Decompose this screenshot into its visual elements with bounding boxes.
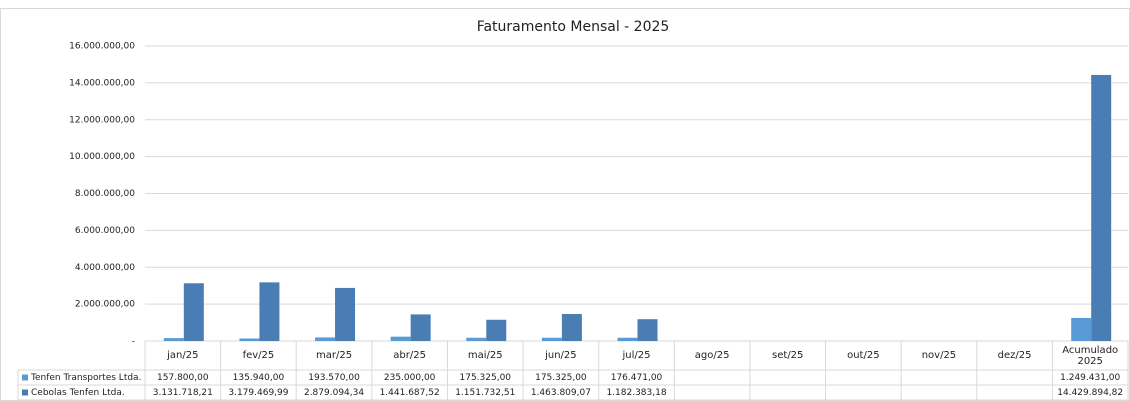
bar	[390, 336, 411, 341]
bar	[617, 337, 638, 341]
x-tick-label: jan/25	[167, 350, 199, 361]
bar	[259, 282, 280, 341]
bar	[466, 337, 487, 341]
y-tick-label: 8.000.000,00	[75, 189, 135, 199]
bar	[315, 337, 336, 341]
bar	[561, 314, 582, 341]
data-table-value: 3.131.718,21	[153, 388, 213, 398]
bar	[335, 287, 356, 341]
bar	[239, 338, 260, 341]
data-table-value: 135.940,00	[233, 373, 285, 383]
bar	[1091, 74, 1112, 341]
data-table-value: 1.182.383,18	[606, 388, 666, 398]
legend-swatch	[22, 374, 28, 381]
legend-label: Tenfen Transportes Ltda.	[30, 373, 141, 383]
y-tick-label: 6.000.000,00	[75, 226, 135, 236]
x-tick-label: ago/25	[694, 350, 730, 361]
y-tick-label: 16.000.000,00	[69, 42, 135, 52]
x-tick-label: set/25	[772, 350, 804, 361]
y-tick-label: 14.000.000,00	[69, 78, 135, 88]
x-tick-label: mar/25	[315, 350, 353, 361]
y-tick-label: 2.000.000,00	[75, 300, 135, 310]
y-tick-label: 4.000.000,00	[75, 263, 135, 273]
data-table-value: 1.151.732,51	[455, 388, 515, 398]
x-tick-label: dez/25	[997, 350, 1032, 361]
x-tick-label: fev/25	[242, 350, 275, 361]
x-tick-label: Acumulado 2025	[1062, 344, 1119, 367]
data-table-value: 2.879.094,34	[304, 388, 364, 398]
bar	[637, 319, 658, 341]
x-tick-label: out/25	[847, 350, 880, 361]
legend-swatch	[22, 389, 28, 396]
x-tick-label: jul/25	[622, 350, 651, 361]
x-tick-label: nov/25	[921, 350, 957, 361]
data-table-value: 157.800,00	[157, 373, 209, 383]
data-table-value: 3.179.469,99	[228, 388, 288, 398]
data-table-value: 1.463.809,07	[531, 388, 591, 398]
y-tick-label: -	[132, 337, 135, 347]
y-tick-label: 12.000.000,00	[69, 115, 135, 125]
data-table-value: 176.471,00	[611, 373, 663, 383]
bar	[541, 337, 562, 341]
data-table-value: 175.325,00	[460, 373, 512, 383]
data-table-value: 193.570,00	[308, 373, 360, 383]
data-table-value: 1.441.687,52	[380, 388, 440, 398]
bar	[1071, 317, 1092, 341]
bar	[183, 283, 204, 341]
legend-label: Cebolas Tenfen Ltda.	[31, 388, 125, 398]
chart-title: Faturamento Mensal - 2025	[477, 19, 670, 35]
x-tick-label: mai/25	[467, 350, 503, 361]
bar	[410, 314, 431, 341]
x-tick-label: jun/25	[545, 350, 577, 361]
bar	[486, 319, 507, 341]
data-table-value: 235.000,00	[384, 373, 436, 383]
y-tick-label: 10.000.000,00	[69, 152, 135, 162]
x-tick-label: abr/25	[393, 350, 426, 361]
data-table-value: 175.325,00	[535, 373, 587, 383]
bar	[163, 338, 184, 341]
data-table-value: 1.249.431,00	[1060, 373, 1120, 383]
data-table-value: 14.429.894,82	[1057, 388, 1123, 398]
